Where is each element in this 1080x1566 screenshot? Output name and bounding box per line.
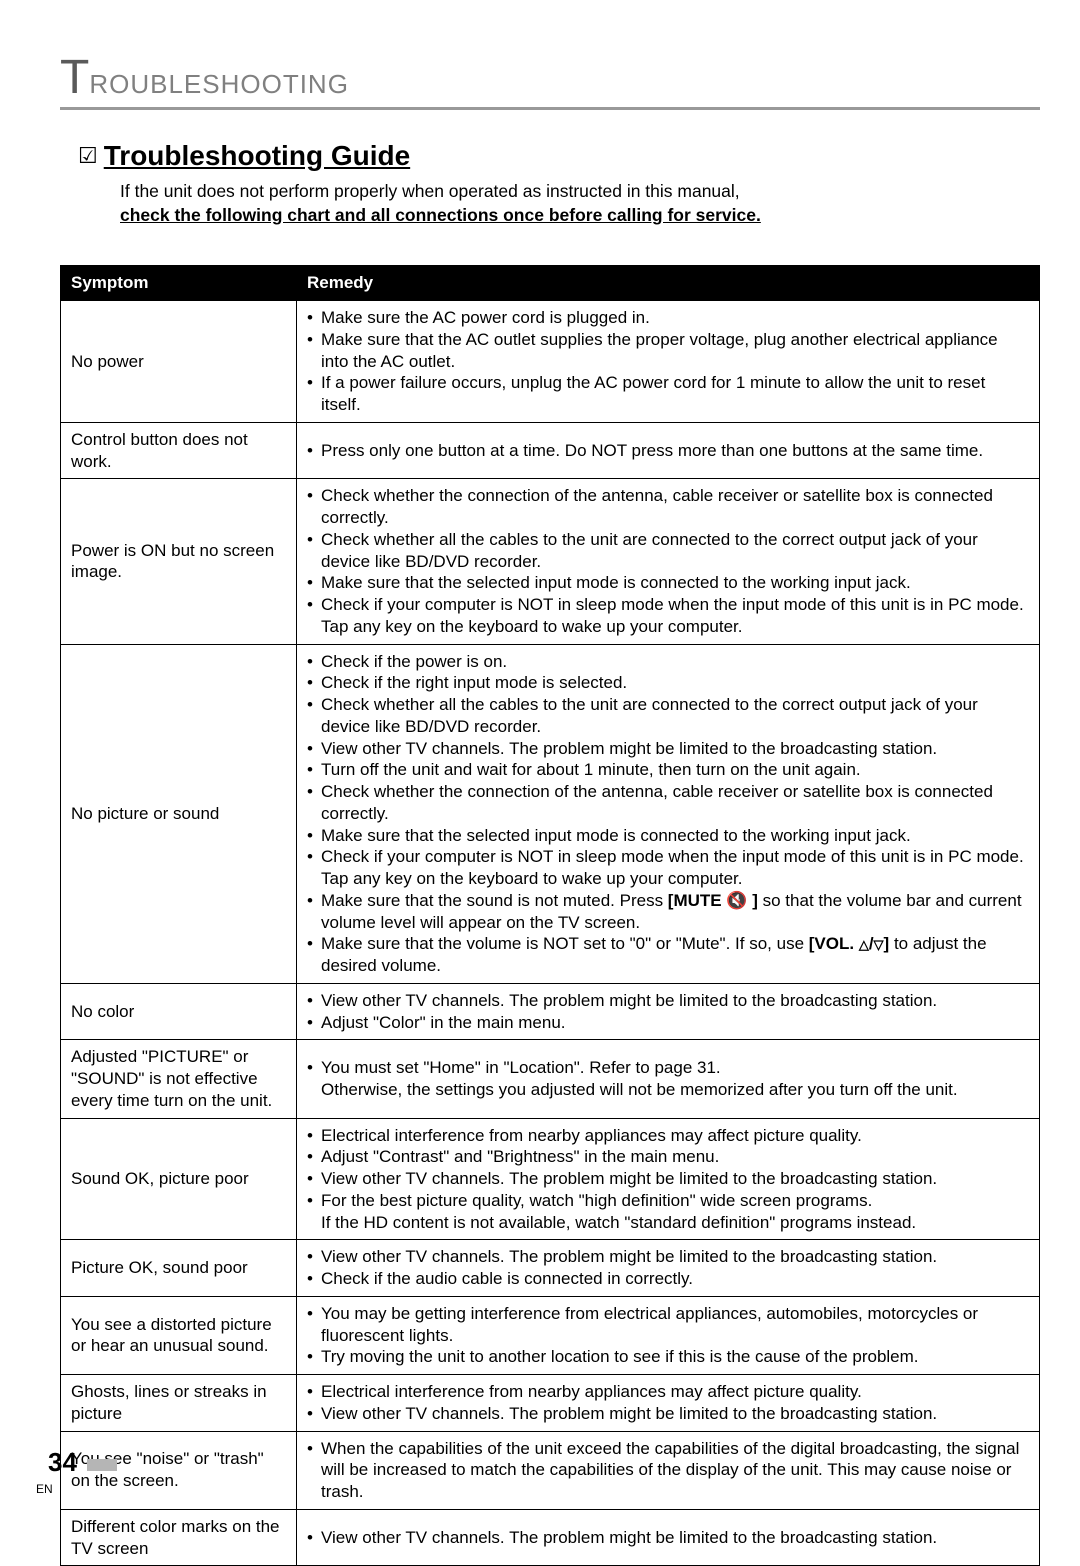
remedy-item: Check if the right input mode is selecte… (307, 672, 1029, 694)
table-row: You see "noise" or "trash" on the screen… (61, 1431, 1040, 1509)
remedy-item: Check whether all the cables to the unit… (307, 529, 1029, 573)
chapter-heading: TROUBLESHOOTING (60, 50, 1040, 110)
remedy-item: Make sure that the volume is NOT set to … (307, 933, 1029, 977)
remedy-item: Check whether all the cables to the unit… (307, 694, 1029, 738)
remedy-item: Check whether the connection of the ante… (307, 485, 1029, 529)
remedy-item: Make sure that the AC outlet supplies th… (307, 329, 1029, 373)
remedy-item: Electrical interference from nearby appl… (307, 1125, 1029, 1147)
table-row: No color View other TV channels. The prob… (61, 983, 1040, 1040)
remedy-item: Turn off the unit and wait for about 1 m… (307, 759, 1029, 781)
symptom-cell: No color (61, 983, 297, 1040)
remedy-cell: When the capabilities of the unit exceed… (297, 1431, 1040, 1509)
remedy-cell: You must set "Home" in "Location". Refer… (297, 1040, 1040, 1118)
remedy-cell: Make sure the AC power cord is plugged i… (297, 301, 1040, 423)
symptom-cell: Sound OK, picture poor (61, 1118, 297, 1240)
remedy-item: View other TV channels. The problem migh… (307, 990, 1029, 1012)
remedy-cell: Electrical interference from nearby appl… (297, 1375, 1040, 1432)
remedy-cell: Press only one button at a time. Do NOT … (297, 422, 1040, 479)
remedy-item: Adjust "Color" in the main menu. (307, 1012, 1029, 1034)
remedy-item: View other TV channels. The problem migh… (307, 738, 1029, 760)
table-row: Picture OK, sound poor View other TV chan… (61, 1240, 1040, 1297)
remedy-item: When the capabilities of the unit exceed… (307, 1438, 1029, 1503)
symptom-cell: Different color marks on the TV screen (61, 1509, 297, 1566)
remedy-item: You must set "Home" in "Location". Refer… (307, 1057, 1029, 1079)
remedy-cell: View other TV channels. The problem migh… (297, 1240, 1040, 1297)
remedy-item: View other TV channels. The problem migh… (307, 1168, 1029, 1190)
remedy-item: Electrical interference from nearby appl… (307, 1381, 1029, 1403)
remedy-item: You may be getting interference from ele… (307, 1303, 1029, 1347)
remedy-item: View other TV channels. The problem migh… (307, 1403, 1029, 1425)
symptom-cell: Adjusted "PICTURE" or "SOUND" is not eff… (61, 1040, 297, 1118)
table-row: Different color marks on the TV screen Vi… (61, 1509, 1040, 1566)
remedy-item: If a power failure occurs, unplug the AC… (307, 372, 1029, 416)
symptom-cell: Power is ON but no screen image. (61, 479, 297, 644)
chapter-rest: ROUBLESHOOTING (89, 69, 349, 99)
remedy-item: Press only one button at a time. Do NOT … (307, 440, 1029, 462)
table-header-row: Symptom Remedy (61, 266, 1040, 301)
remedy-item: Make sure that the sound is not muted. P… (307, 890, 1029, 934)
table-row: Adjusted "PICTURE" or "SOUND" is not eff… (61, 1040, 1040, 1118)
remedy-item: Make sure the AC power cord is plugged i… (307, 307, 1029, 329)
page-footer: 34 EN (44, 1447, 117, 1496)
remedy-cell: You may be getting interference from ele… (297, 1296, 1040, 1374)
remedy-item: Check if the audio cable is connected in… (307, 1268, 1029, 1290)
table-row: Sound OK, picture poor Electrical interfe… (61, 1118, 1040, 1240)
footer-lang: EN (36, 1482, 53, 1496)
symptom-cell: No power (61, 301, 297, 423)
troubleshooting-table: Symptom Remedy No power Make sure the AC … (60, 265, 1040, 1566)
symptom-cell: You see a distorted picture or hear an u… (61, 1296, 297, 1374)
table-row: You see a distorted picture or hear an u… (61, 1296, 1040, 1374)
remedy-cell: View other TV channels. The problem migh… (297, 983, 1040, 1040)
intro-line2: check the following chart and all connec… (120, 205, 761, 225)
symptom-cell: Picture OK, sound poor (61, 1240, 297, 1297)
chapter-initial: T (60, 51, 89, 104)
remedy-item: Check if the power is on. (307, 651, 1029, 673)
remedy-cell: Check if the power is on.Check if the ri… (297, 644, 1040, 983)
remedy-cell: Check whether the connection of the ante… (297, 479, 1040, 644)
th-symptom: Symptom (61, 266, 297, 301)
section-intro: If the unit does not perform properly wh… (60, 180, 1040, 227)
section-title: Troubleshooting Guide (104, 140, 410, 172)
checkbox-icon: ☑ (78, 143, 98, 169)
remedy-item: Check if your computer is NOT in sleep m… (307, 594, 1029, 638)
remedy-item: Make sure that the selected input mode i… (307, 572, 1029, 594)
section-title-row: ☑ Troubleshooting Guide (60, 140, 1040, 172)
footer-bar (87, 1459, 117, 1471)
symptom-cell: Control button does not work. (61, 422, 297, 479)
remedy-item: Adjust "Contrast" and "Brightness" in th… (307, 1146, 1029, 1168)
remedy-cell: View other TV channels. The problem migh… (297, 1509, 1040, 1566)
table-row: No power Make sure the AC power cord is p… (61, 301, 1040, 423)
remedy-cell: Electrical interference from nearby appl… (297, 1118, 1040, 1240)
table-row: Power is ON but no screen image.Check wh… (61, 479, 1040, 644)
symptom-cell: Ghosts, lines or streaks in picture (61, 1375, 297, 1432)
remedy-item: Check if your computer is NOT in sleep m… (307, 846, 1029, 890)
th-remedy: Remedy (297, 266, 1040, 301)
table-row: Ghosts, lines or streaks in picture Elect… (61, 1375, 1040, 1432)
page-number: 34 (44, 1447, 85, 1477)
intro-line1: If the unit does not perform properly wh… (120, 181, 740, 201)
remedy-item: View other TV channels. The problem migh… (307, 1527, 1029, 1549)
remedy-item: Check whether the connection of the ante… (307, 781, 1029, 825)
remedy-item: Try moving the unit to another location … (307, 1346, 1029, 1368)
symptom-cell: No picture or sound (61, 644, 297, 983)
remedy-item: View other TV channels. The problem migh… (307, 1246, 1029, 1268)
table-row: Control button does not work. Press only … (61, 422, 1040, 479)
table-row: No picture or soundCheck if the power is… (61, 644, 1040, 983)
remedy-item: Make sure that the selected input mode i… (307, 825, 1029, 847)
remedy-item: For the best picture quality, watch "hig… (307, 1190, 1029, 1212)
